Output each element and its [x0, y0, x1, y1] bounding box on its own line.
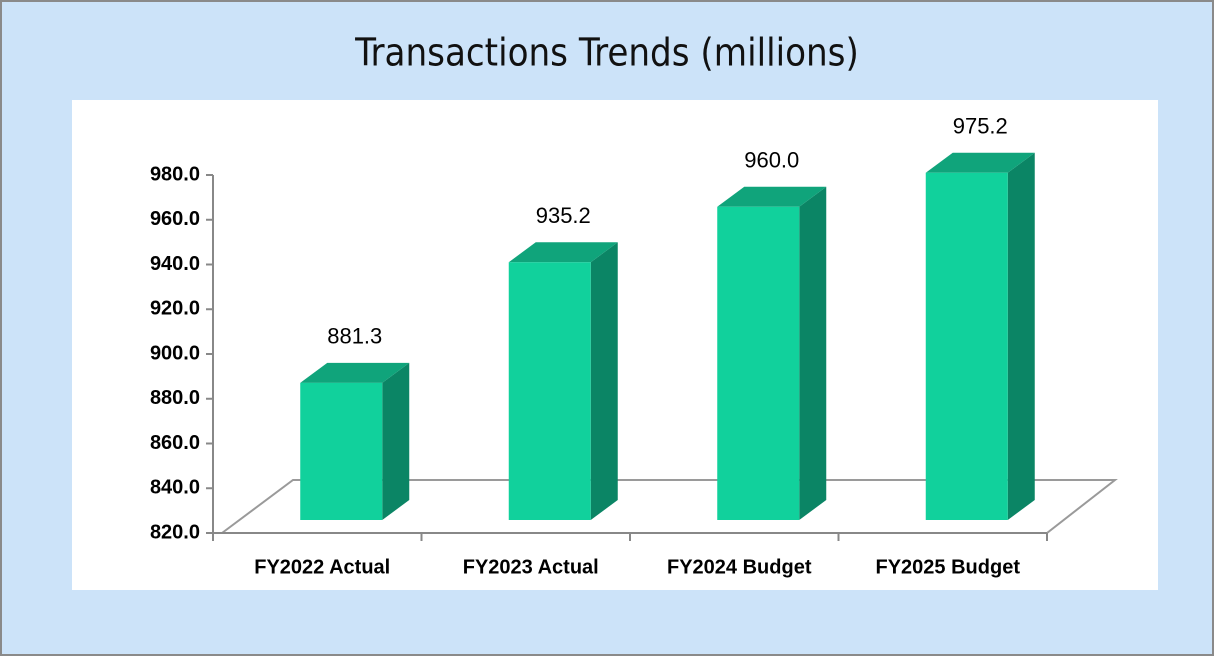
- value-label: 881.3: [327, 324, 382, 349]
- bar-top: [508, 242, 618, 263]
- y-tick-label: 960.0: [150, 208, 200, 230]
- bar-side: [590, 242, 618, 521]
- y-tick-label: 840.0: [150, 477, 200, 499]
- chart-title: Transactions Trends (millions): [354, 31, 859, 75]
- bar-top: [717, 186, 827, 207]
- x-tick-label: FY2023 Actual: [463, 556, 599, 578]
- bar-side: [799, 186, 827, 520]
- x-tick-label: FY2024 Budget: [667, 556, 812, 578]
- y-tick-label: 940.0: [150, 253, 200, 275]
- bar: [508, 242, 618, 521]
- bar-side: [1007, 152, 1035, 521]
- bar-side: [382, 362, 410, 520]
- bar-front: [925, 172, 1008, 521]
- x-tick-label: FY2022 Actual: [254, 556, 390, 578]
- bar: [925, 152, 1035, 521]
- bar: [300, 362, 410, 520]
- bar-top: [300, 362, 410, 383]
- bar: [717, 186, 827, 520]
- bar-front: [717, 206, 800, 520]
- bar-top: [925, 152, 1035, 173]
- y-tick-label: 860.0: [150, 432, 200, 454]
- value-label: 960.0: [744, 148, 799, 173]
- bar-front: [508, 262, 591, 520]
- y-tick-label: 900.0: [150, 342, 200, 364]
- value-label: 975.2: [953, 114, 1008, 139]
- y-tick-label: 880.0: [150, 387, 200, 409]
- bar-front: [300, 382, 383, 520]
- y-tick-label: 820.0: [150, 521, 200, 543]
- value-label: 935.2: [536, 203, 591, 228]
- x-tick-label: FY2025 Budget: [876, 556, 1021, 578]
- y-tick-label: 980.0: [150, 163, 200, 185]
- y-tick-label: 920.0: [150, 298, 200, 320]
